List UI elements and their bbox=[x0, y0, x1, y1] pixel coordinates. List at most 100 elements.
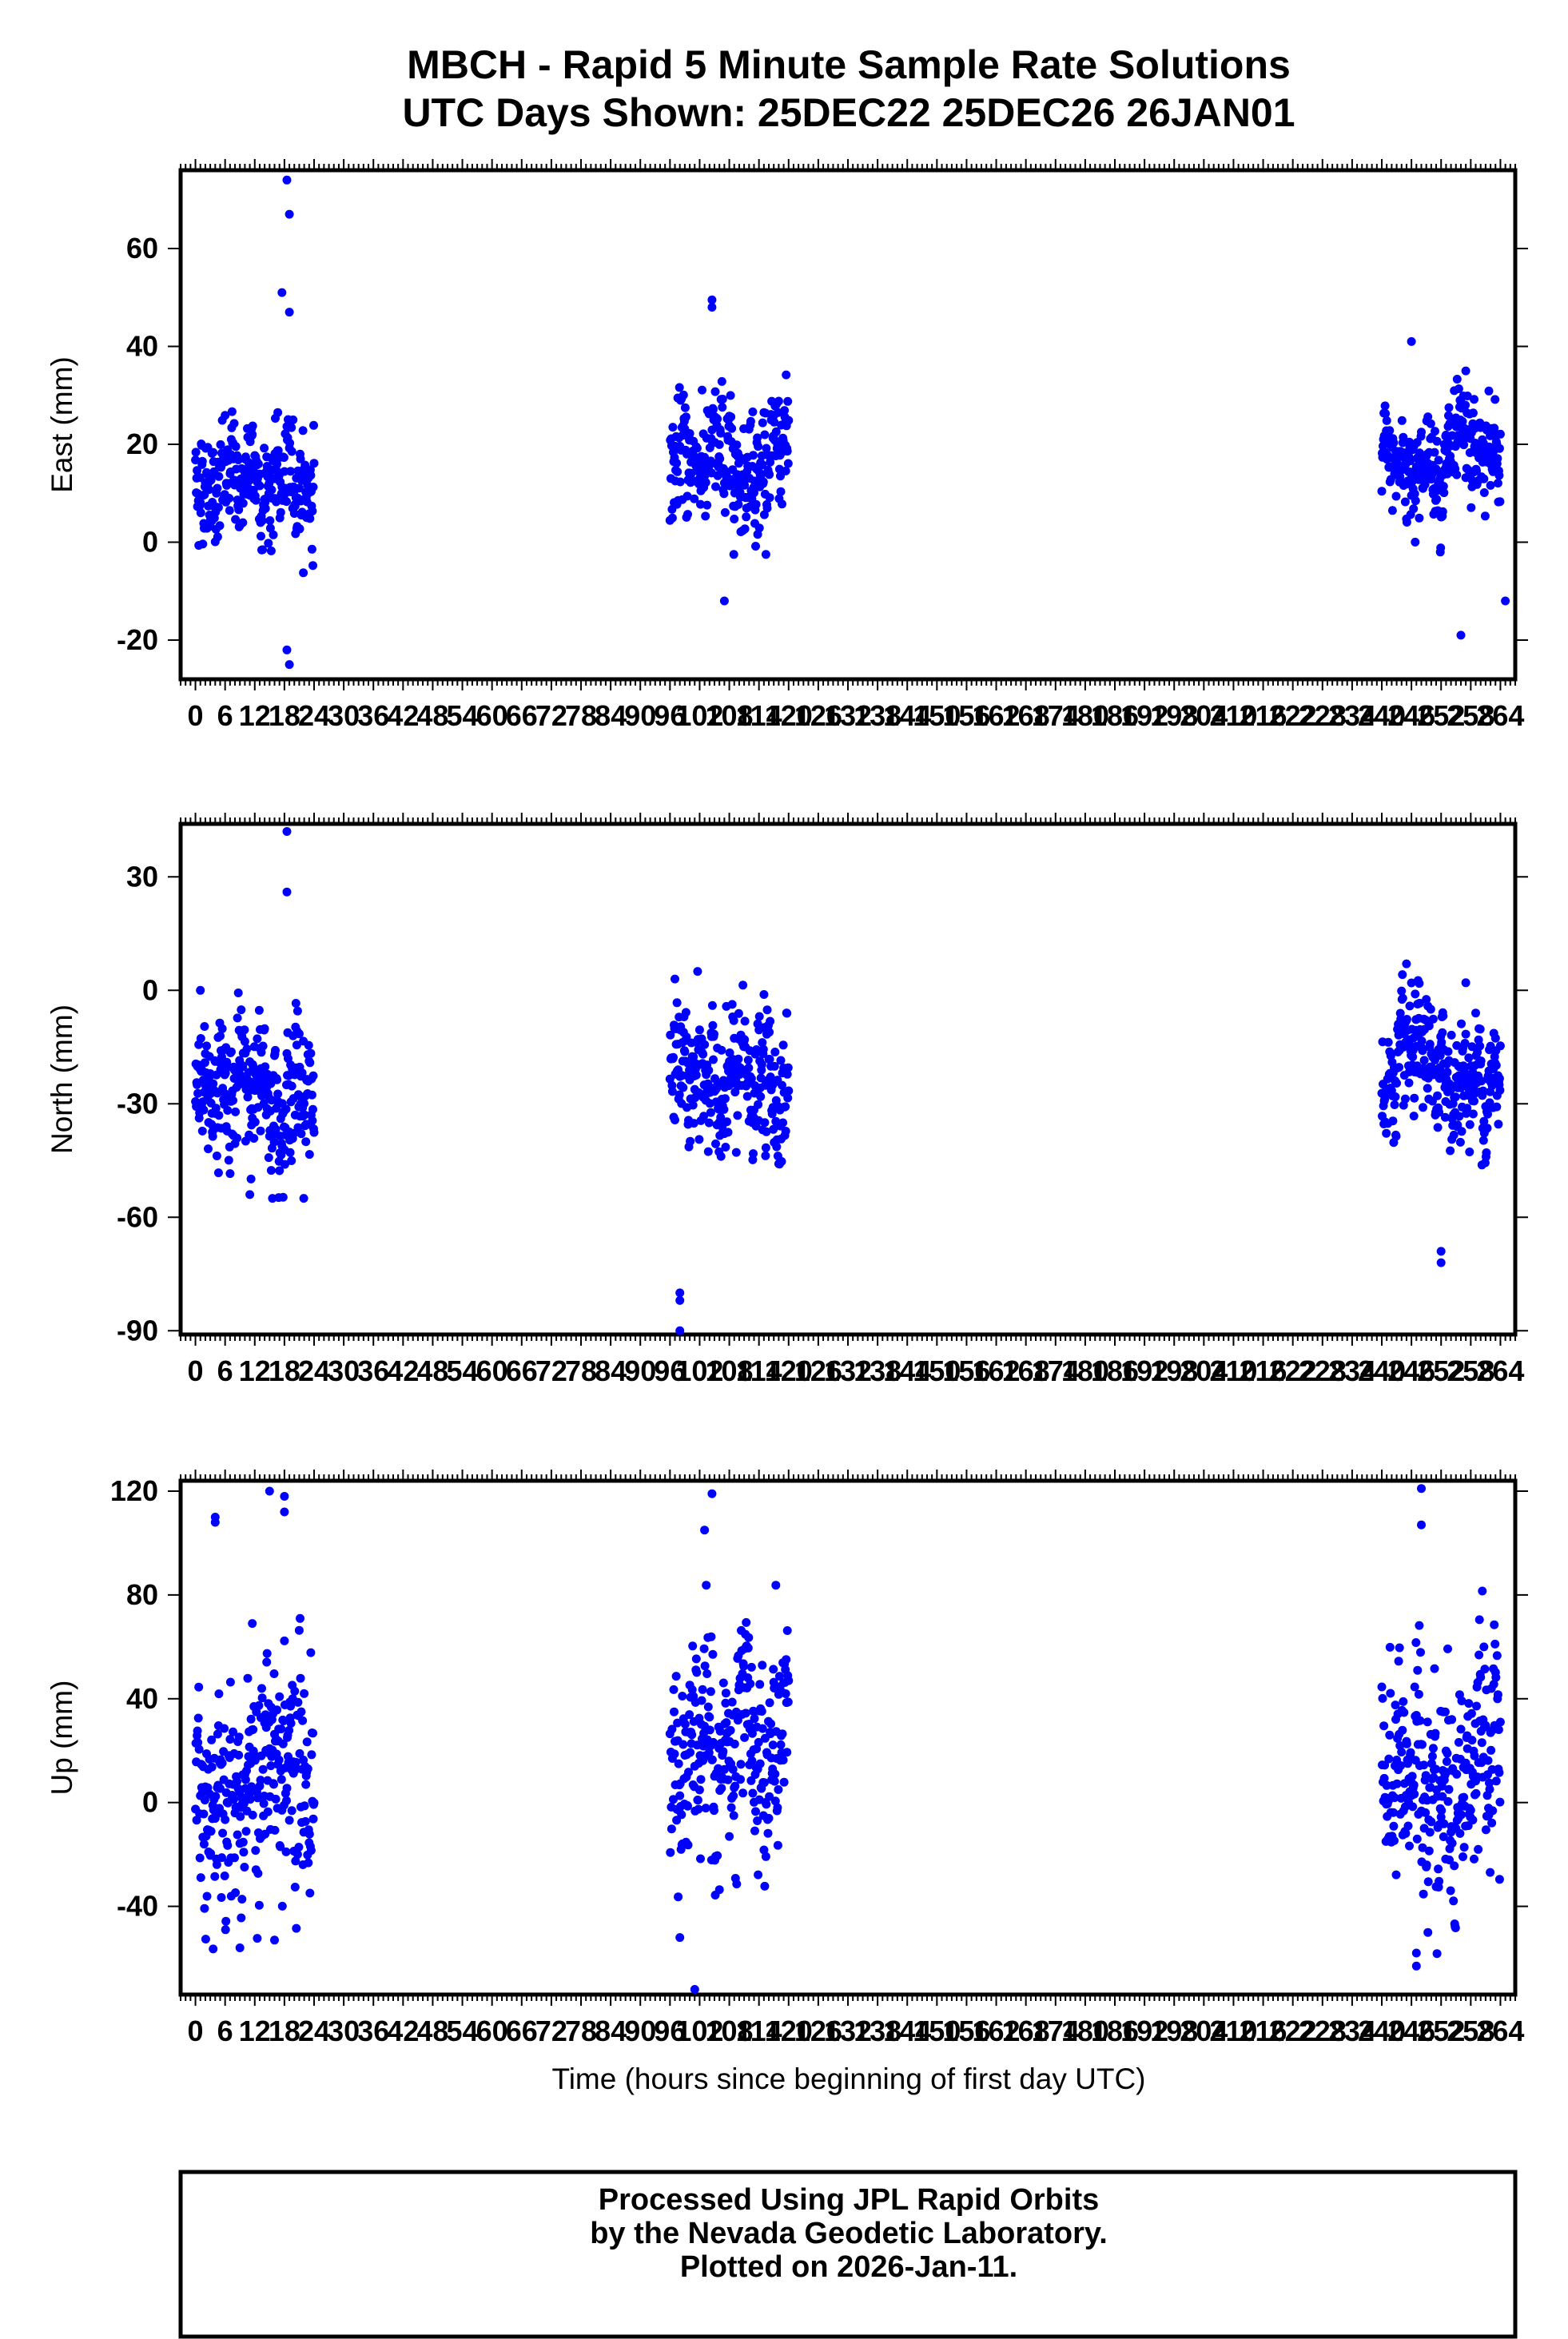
data-point bbox=[308, 1814, 318, 1824]
data-point bbox=[668, 423, 678, 432]
data-point bbox=[1415, 998, 1424, 1008]
data-point bbox=[755, 1680, 765, 1689]
data-point bbox=[294, 1843, 304, 1852]
data-point bbox=[1403, 1821, 1413, 1831]
data-point bbox=[1391, 1092, 1400, 1101]
data-point bbox=[698, 1049, 708, 1059]
data-point bbox=[1489, 1680, 1498, 1689]
x-tick-label: 198 bbox=[1150, 1354, 1198, 1387]
x-tick-label: 0 bbox=[188, 1354, 204, 1387]
data-point bbox=[754, 442, 763, 451]
data-point bbox=[1397, 1748, 1407, 1756]
data-point bbox=[732, 1880, 742, 1889]
x-tick-label: 132 bbox=[824, 699, 872, 732]
data-point bbox=[740, 524, 750, 534]
data-point bbox=[739, 1661, 749, 1671]
data-point bbox=[234, 1750, 244, 1760]
data-point bbox=[738, 1788, 748, 1798]
data-point bbox=[258, 545, 268, 555]
data-point bbox=[292, 1040, 301, 1050]
data-point bbox=[249, 1724, 258, 1734]
data-point bbox=[285, 439, 295, 448]
data-point bbox=[239, 1848, 249, 1857]
data-point bbox=[743, 1643, 753, 1653]
data-point bbox=[758, 1661, 767, 1670]
data-point bbox=[1418, 1740, 1427, 1749]
data-point bbox=[781, 466, 790, 475]
x-tick-label: 198 bbox=[1150, 2015, 1198, 2047]
data-point bbox=[270, 1825, 280, 1835]
x-tick-label: 228 bbox=[1299, 2015, 1347, 2047]
data-point bbox=[1465, 1120, 1474, 1129]
data-point bbox=[1472, 466, 1481, 475]
data-point bbox=[293, 1006, 302, 1016]
data-point bbox=[680, 1047, 690, 1056]
data-point bbox=[692, 444, 702, 453]
data-point bbox=[701, 478, 710, 487]
data-point bbox=[714, 440, 724, 449]
data-point bbox=[233, 1013, 242, 1023]
data-point bbox=[1474, 1844, 1483, 1854]
data-point-extreme bbox=[707, 303, 717, 312]
data-point bbox=[1410, 1682, 1419, 1692]
data-point bbox=[304, 1858, 313, 1868]
data-point bbox=[1438, 1028, 1447, 1037]
data-point bbox=[249, 1134, 259, 1143]
x-tick-label: 126 bbox=[794, 699, 842, 732]
data-point bbox=[750, 1714, 759, 1724]
data-point bbox=[1487, 1818, 1497, 1828]
data-point bbox=[1465, 1148, 1474, 1156]
data-point bbox=[1409, 1112, 1419, 1121]
data-point bbox=[770, 1776, 779, 1786]
data-point bbox=[305, 1058, 315, 1068]
data-point bbox=[694, 1804, 703, 1814]
data-point bbox=[216, 1031, 225, 1040]
data-point bbox=[1492, 1651, 1502, 1661]
data-point bbox=[783, 459, 793, 468]
data-point bbox=[308, 1104, 317, 1114]
data-point bbox=[295, 1748, 304, 1758]
data-point bbox=[762, 1800, 771, 1809]
data-point bbox=[678, 1692, 687, 1701]
data-point bbox=[262, 1657, 272, 1667]
data-point bbox=[287, 1806, 296, 1816]
data-point bbox=[1431, 1764, 1440, 1774]
data-point-extreme bbox=[282, 827, 292, 836]
data-point bbox=[1391, 1701, 1400, 1710]
data-point bbox=[778, 1118, 788, 1128]
x-tick-label: 78 bbox=[565, 2015, 597, 2047]
data-point bbox=[1391, 1132, 1401, 1141]
x-tick-label: 96 bbox=[654, 699, 686, 732]
data-point bbox=[1470, 1096, 1478, 1106]
x-tick-label: 186 bbox=[1091, 1354, 1139, 1387]
x-tick-label: 192 bbox=[1120, 2015, 1168, 2047]
data-point bbox=[1476, 1056, 1486, 1066]
data-point bbox=[278, 1192, 288, 1202]
data-point bbox=[713, 414, 722, 424]
data-point bbox=[287, 423, 296, 432]
data-point bbox=[670, 1707, 679, 1716]
data-point bbox=[257, 531, 265, 541]
data-point bbox=[750, 488, 758, 498]
x-tick-label: 228 bbox=[1299, 699, 1347, 732]
data-point bbox=[286, 1701, 296, 1711]
data-point bbox=[1397, 416, 1407, 425]
data-point bbox=[216, 440, 225, 449]
data-point bbox=[1466, 1805, 1475, 1815]
data-point bbox=[1449, 1896, 1459, 1906]
data-point-extreme bbox=[690, 1985, 699, 1994]
data-point bbox=[1390, 1100, 1399, 1109]
x-tick-label: 150 bbox=[913, 699, 961, 732]
data-point bbox=[679, 1740, 688, 1749]
x-tick-label: 192 bbox=[1120, 699, 1168, 732]
data-point bbox=[778, 499, 786, 509]
data-point bbox=[1400, 497, 1410, 507]
data-point bbox=[1455, 1137, 1465, 1147]
data-point bbox=[694, 1785, 704, 1795]
data-point bbox=[683, 1801, 692, 1811]
data-point bbox=[717, 1045, 726, 1055]
data-point bbox=[257, 516, 267, 526]
data-point bbox=[237, 1005, 246, 1015]
data-point bbox=[1394, 1657, 1403, 1666]
footer-line2: by the Nevada Geodetic Laboratory. bbox=[590, 2217, 1108, 2250]
